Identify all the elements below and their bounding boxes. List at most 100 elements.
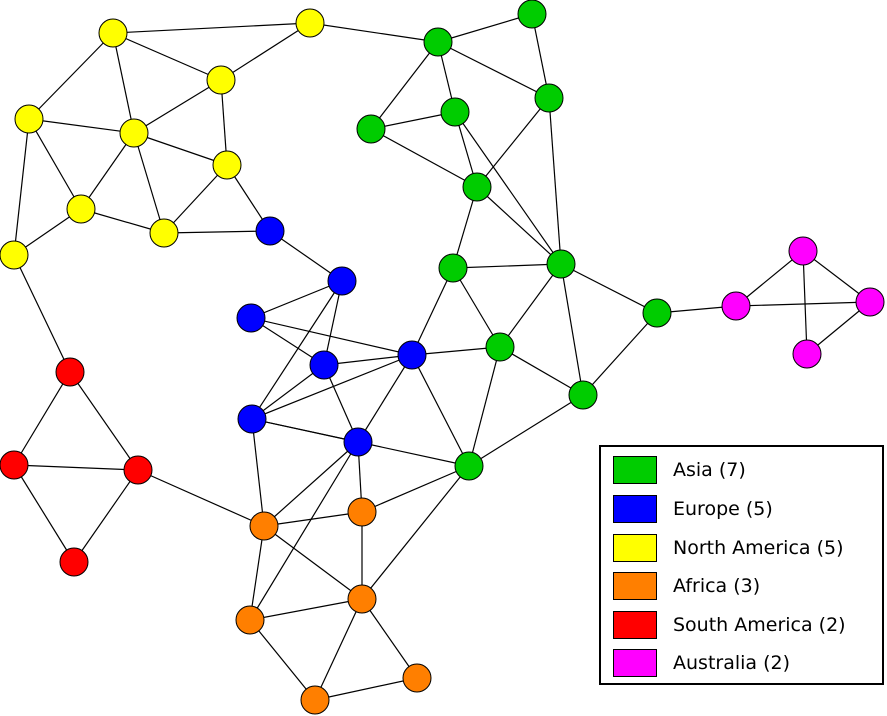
edge-as10-as11 xyxy=(499,346,584,396)
node-as10 xyxy=(485,332,515,362)
edge-na9-sa1 xyxy=(13,254,71,373)
legend-label-south-america: South America (2) xyxy=(673,614,846,636)
edge-na6-na8 xyxy=(163,164,228,234)
node-af4 xyxy=(347,584,377,614)
legend-swatch-asia xyxy=(613,456,657,484)
edge-na2-as1 xyxy=(309,22,439,43)
edge-na4-na7 xyxy=(28,118,82,210)
node-eu7 xyxy=(343,427,373,457)
edge-eu5-eu6 xyxy=(251,364,325,420)
node-au3 xyxy=(855,287,885,317)
legend-label-africa: Africa (3) xyxy=(673,575,761,597)
node-as4 xyxy=(356,114,386,144)
graph-edges xyxy=(13,13,871,701)
edge-as12-af2 xyxy=(361,465,470,513)
edge-sa3-af1 xyxy=(137,469,265,527)
edge-as4-as6 xyxy=(370,128,478,188)
node-as2 xyxy=(517,0,547,29)
edge-sa2-sa3 xyxy=(13,464,139,471)
node-eu2 xyxy=(236,303,266,333)
legend-label-europe: Europe (5) xyxy=(673,498,773,520)
edge-na1-na2 xyxy=(112,22,311,34)
node-au2 xyxy=(788,236,818,266)
edge-as1-as4 xyxy=(370,41,439,130)
edge-as9-as11 xyxy=(582,312,658,396)
edge-as6-as7 xyxy=(476,186,562,265)
edge-as7-as9 xyxy=(560,263,658,314)
node-as5 xyxy=(440,97,470,127)
legend-label-asia: Asia (7) xyxy=(673,459,746,481)
edge-na5-na8 xyxy=(133,132,165,234)
edge-eu4-eu5 xyxy=(323,354,413,366)
node-eu3 xyxy=(327,266,357,296)
edge-af1-af3 xyxy=(249,525,265,621)
node-eu5 xyxy=(309,350,339,380)
legend-item-australia: Australia (2) xyxy=(613,648,790,678)
edge-eu3-eu6 xyxy=(251,280,343,420)
node-na8 xyxy=(149,218,179,248)
edge-af5-af6 xyxy=(314,677,418,701)
node-af3 xyxy=(235,605,265,635)
edge-as1-as3 xyxy=(437,41,550,99)
edge-au1-au3 xyxy=(735,301,871,307)
node-af6 xyxy=(402,663,432,693)
legend: Asia (7) Europe (5) North America (5) Af… xyxy=(599,445,884,685)
legend-label-australia: Australia (2) xyxy=(673,652,790,674)
edge-af4-af5 xyxy=(314,598,363,701)
legend-swatch-north-america xyxy=(613,534,657,562)
edge-eu4-eu7 xyxy=(357,354,413,443)
node-af1 xyxy=(249,511,279,541)
edge-na1-na5 xyxy=(112,32,135,134)
edge-sa1-sa2 xyxy=(13,371,71,466)
edge-eu7-af3 xyxy=(249,441,359,621)
node-sa3 xyxy=(123,455,153,485)
edge-eu4-eu6 xyxy=(251,354,413,420)
edge-as3-as7 xyxy=(548,97,562,265)
legend-swatch-south-america xyxy=(613,611,657,639)
edge-eu2-eu3 xyxy=(250,280,343,319)
edge-na4-na5 xyxy=(28,118,135,134)
node-sa2 xyxy=(0,450,29,480)
legend-item-asia: Asia (7) xyxy=(613,455,746,485)
legend-item-south-america: South America (2) xyxy=(613,610,846,640)
node-as3 xyxy=(534,83,564,113)
edge-au2-au4 xyxy=(802,250,808,355)
node-na6 xyxy=(212,150,242,180)
edge-as7-as11 xyxy=(560,263,584,396)
edge-sa1-sa3 xyxy=(69,371,139,471)
legend-item-africa: Africa (3) xyxy=(613,571,760,601)
edge-na1-na4 xyxy=(28,32,114,120)
edge-na3-na5 xyxy=(133,79,222,134)
edge-eu6-af1 xyxy=(251,418,265,527)
edge-na2-na3 xyxy=(220,22,311,81)
node-sa4 xyxy=(59,547,89,577)
edge-af4-af6 xyxy=(361,598,418,679)
node-au1 xyxy=(721,291,751,321)
node-na2 xyxy=(295,8,325,38)
node-na3 xyxy=(206,65,236,95)
edge-na8-na10 xyxy=(163,230,271,234)
edge-na1-na3 xyxy=(112,32,222,81)
legend-swatch-europe xyxy=(613,495,657,523)
legend-swatch-australia xyxy=(613,649,657,677)
edge-as8-eu4 xyxy=(411,267,454,356)
node-as12 xyxy=(454,451,484,481)
edge-as5-as7 xyxy=(454,111,562,265)
edge-as3-as6 xyxy=(476,97,550,188)
legend-item-north-america: North America (5) xyxy=(613,533,844,563)
node-na1 xyxy=(98,18,128,48)
node-na4 xyxy=(14,104,44,134)
node-as9 xyxy=(642,298,672,328)
edge-af3-af4 xyxy=(249,598,363,621)
node-as7 xyxy=(546,249,576,279)
edge-as8-as10 xyxy=(452,267,501,348)
edge-eu6-eu7 xyxy=(251,418,359,443)
node-na9 xyxy=(0,240,29,270)
node-as11 xyxy=(568,380,598,410)
edge-as12-af4 xyxy=(361,465,470,600)
edge-sa3-sa4 xyxy=(73,469,139,563)
node-sa1 xyxy=(55,357,85,387)
edge-as1-as2 xyxy=(437,13,533,43)
